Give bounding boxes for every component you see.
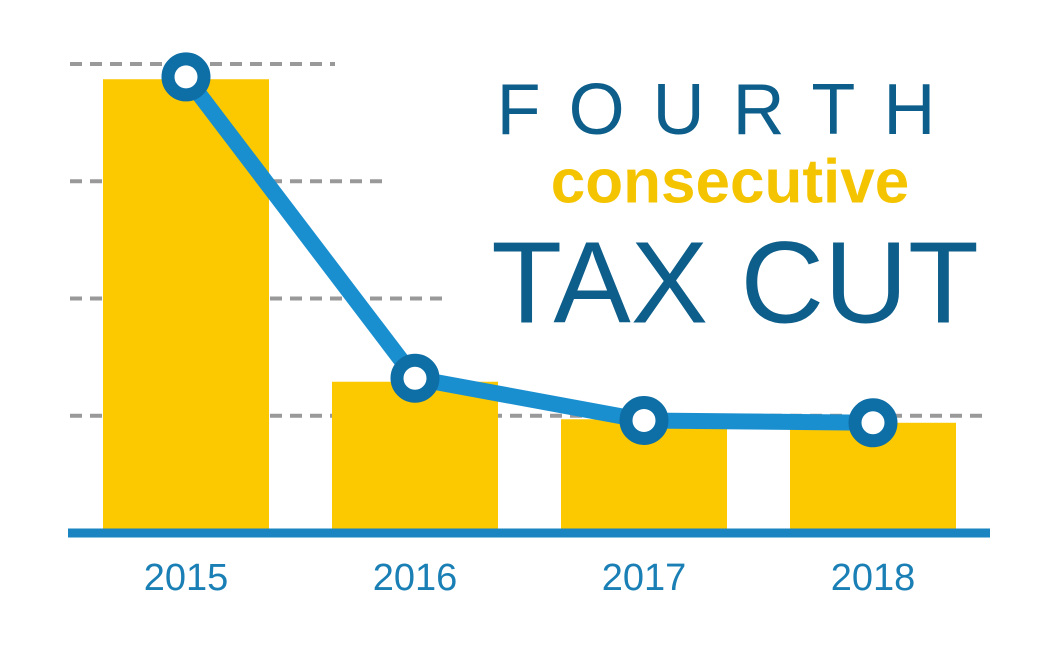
title-line: TAX CUT [491,218,979,348]
marker [161,52,211,102]
line [179,72,874,431]
title-line: consecutive [551,147,909,216]
x-tick-label: 2018 [831,557,916,599]
title-line: FOURTH [497,70,964,150]
marker [390,353,440,403]
x-tick-label: 2017 [602,557,687,599]
marker [848,398,898,448]
x-tick-label: 2015 [144,557,229,599]
bar [332,381,498,533]
marker [619,395,669,445]
x-tick-label: 2016 [373,557,458,599]
